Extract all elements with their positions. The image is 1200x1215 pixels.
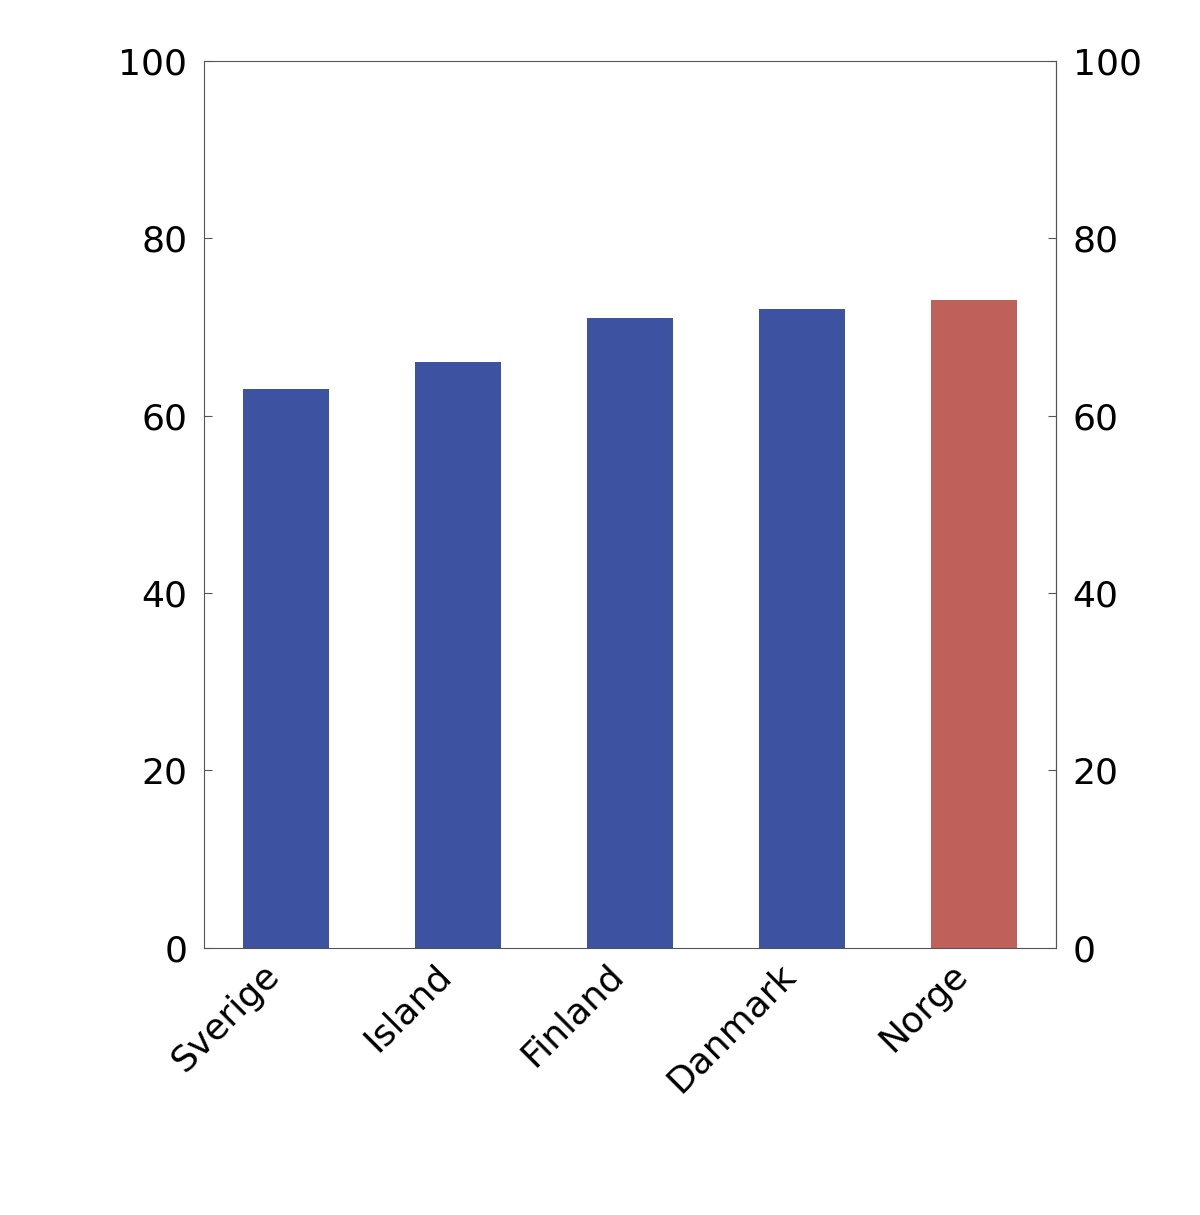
Bar [242, 389, 329, 948]
Bar [415, 362, 500, 948]
Bar [587, 318, 673, 948]
Bar [931, 300, 1018, 948]
Bar [760, 309, 845, 948]
